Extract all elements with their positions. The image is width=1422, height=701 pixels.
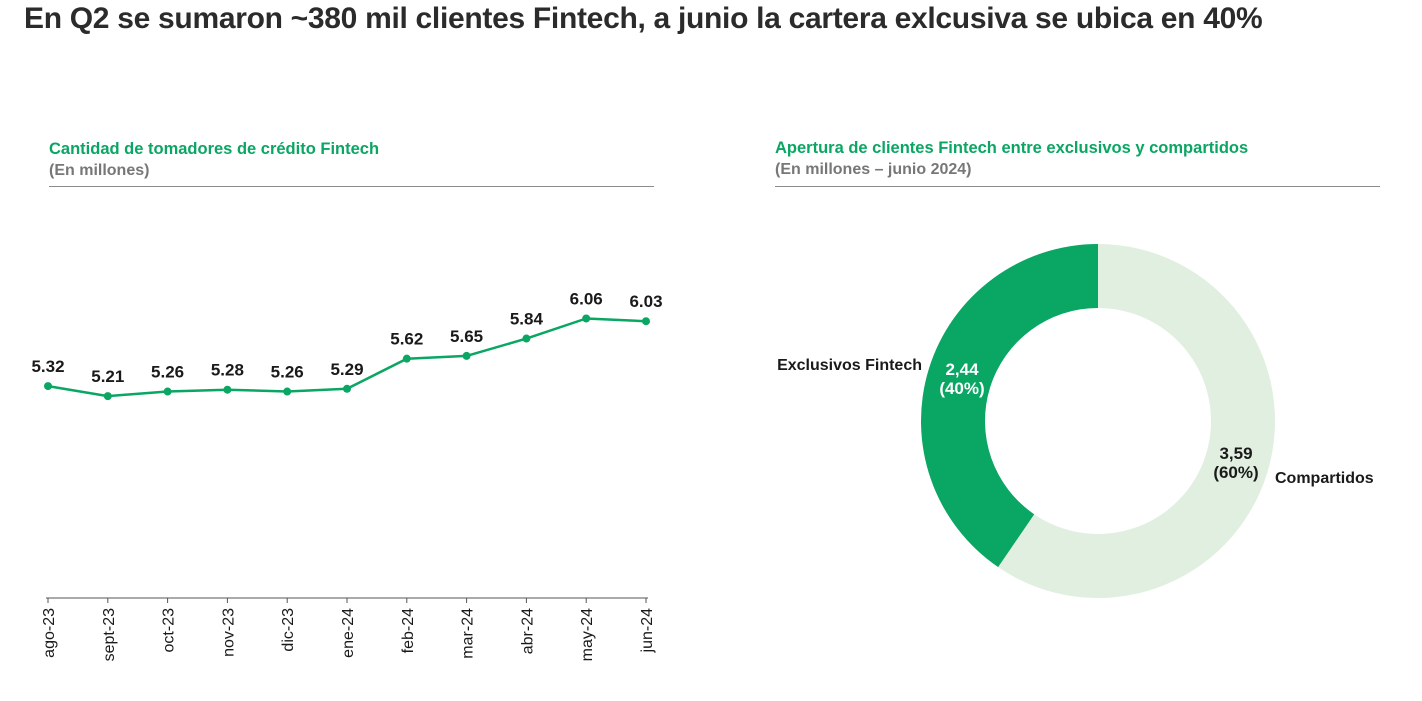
data-point: [522, 334, 531, 343]
data-label: 5.29: [330, 360, 363, 379]
page-title: En Q2 se sumaron ~380 mil clientes Finte…: [24, 2, 1263, 35]
data-point: [223, 385, 232, 394]
data-label: 6.03: [629, 292, 662, 311]
x-tick-label: ene-24: [340, 608, 357, 658]
data-point: [44, 382, 52, 391]
x-tick-label: abr-24: [519, 608, 536, 654]
slice-percent-label: (40%): [939, 379, 984, 398]
data-label: 5.28: [211, 361, 244, 380]
donut-chart-title: Apertura de clientes Fintech entre exclu…: [775, 139, 1249, 157]
data-label: 5.21: [91, 367, 124, 386]
slice-category-label: Exclusivos Fintech: [777, 357, 922, 374]
data-point: [642, 317, 650, 326]
x-tick-label: nov-23: [220, 608, 237, 657]
data-point: [402, 354, 411, 363]
x-tick-label: mar-24: [460, 608, 477, 659]
data-label: 6.06: [570, 289, 603, 308]
line-chart-subtitle: (En millones): [49, 162, 150, 179]
donut-chart-subtitle: (En millones – junio 2024): [775, 161, 972, 178]
x-tick-label: feb-24: [400, 608, 417, 653]
slice-category-label: Compartidos: [1275, 470, 1374, 487]
slice-percent-label: (60%): [1213, 463, 1258, 482]
x-tick-label: dic-23: [280, 608, 297, 652]
x-tick-label: sept-23: [101, 608, 118, 661]
data-label: 5.62: [390, 330, 423, 349]
data-point: [283, 387, 292, 396]
data-point: [582, 314, 591, 323]
data-label: 5.84: [510, 310, 544, 329]
x-tick-label: may-24: [579, 608, 596, 661]
x-tick-label: ago-23: [41, 608, 58, 658]
data-label: 5.26: [151, 363, 184, 382]
data-point: [343, 384, 351, 393]
donut-chart-divider: [775, 186, 1380, 187]
slice-value-label: 3,59: [1219, 444, 1252, 463]
slice-compartidos: [998, 244, 1275, 598]
x-tick-label: oct-23: [161, 608, 178, 653]
x-tick-label: jun-24: [639, 608, 656, 654]
slice-exclusivos: [921, 244, 1098, 568]
line-chart-title: Cantidad de tomadores de crédito Fintech: [49, 140, 380, 158]
line-chart-divider: [49, 186, 654, 187]
data-label: 5.32: [31, 357, 64, 376]
data-label: 5.65: [450, 327, 483, 346]
data-label: 5.26: [271, 363, 304, 382]
data-point: [103, 392, 112, 401]
slice-value-label: 2,44: [945, 360, 979, 379]
data-point: [462, 351, 471, 360]
data-point: [163, 387, 172, 396]
